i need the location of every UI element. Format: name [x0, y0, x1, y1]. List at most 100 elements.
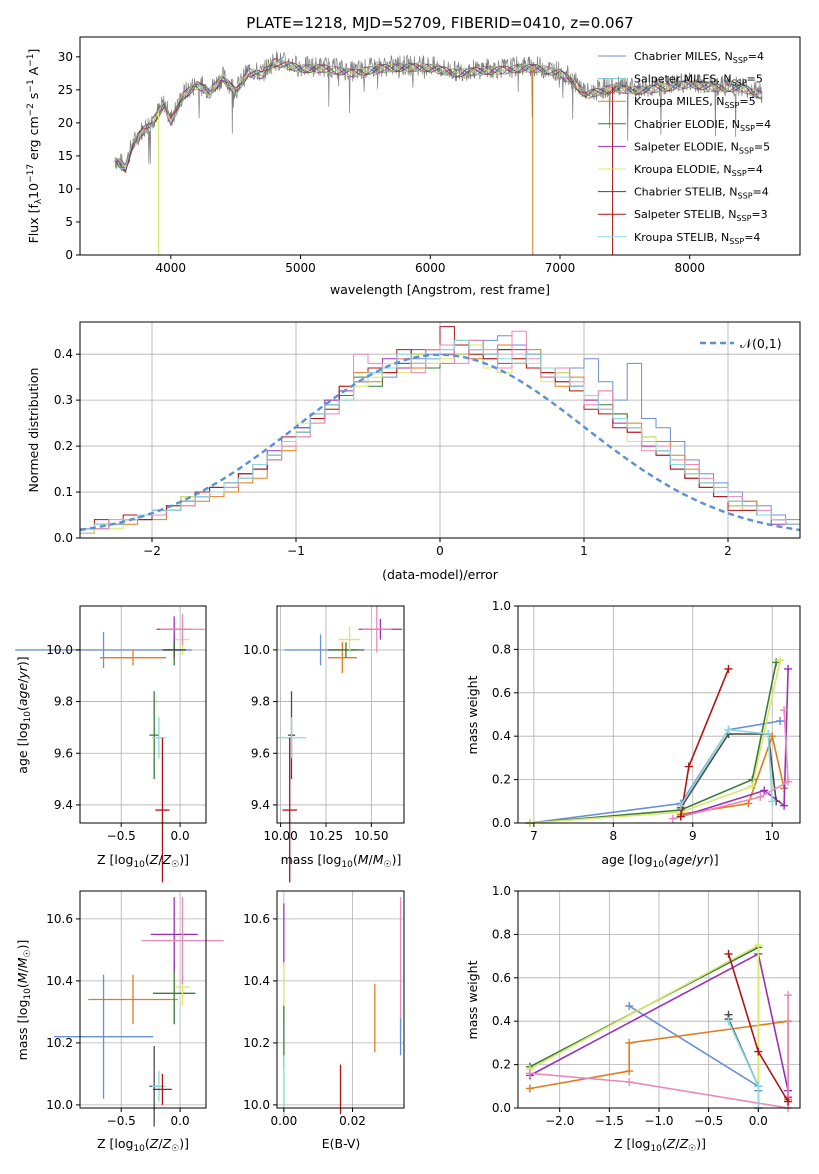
mass-ylabel: mass [log10(M/M☉)] [15, 940, 33, 1061]
y-tick-label: 0.0 [492, 816, 511, 830]
mass-weight-point-marker [724, 1017, 733, 1026]
y-tick-label: 0.2 [54, 439, 73, 453]
mass-vs-ebv-frame [276, 890, 405, 1109]
mass-weight-point-marker [625, 1002, 634, 1011]
y-tick-label: 10.6 [243, 912, 270, 926]
mass-weight-point-marker [776, 717, 785, 726]
y-tick-label: 10 [58, 182, 73, 196]
y-tick-label: 0.0 [492, 1101, 511, 1115]
x-tick-label: 5000 [285, 261, 316, 275]
legend-label: Chabrier MILES, NSSP=4 [634, 50, 764, 65]
y-tick-label: 9.6 [251, 746, 270, 760]
y-tick-label: 10.0 [243, 1098, 270, 1112]
model-spectrum-line [114, 61, 763, 172]
x-tick-label: −1.0 [644, 1114, 673, 1128]
legend-label: Kroupa STELIB, NSSP=4 [634, 231, 760, 246]
mass-weight-point-marker [724, 949, 733, 958]
mass-weight-series-line [529, 660, 781, 824]
x-tick-label: −0.5 [107, 829, 136, 843]
x-tick-label: 1 [580, 544, 588, 558]
x-tick-label: 0 [436, 544, 444, 558]
mass-weight-point-marker [784, 777, 793, 786]
mass-weight-point-marker [676, 801, 685, 810]
gaussian-legend-label: 𝒩(0,1) [740, 336, 782, 351]
mass-weight-point-marker [780, 706, 789, 715]
x-tick-label: 0.0 [171, 829, 190, 843]
y-tick-label: 0.6 [492, 971, 511, 985]
model-spectrum-line [114, 60, 763, 170]
mass-weight-vs-metallicity-xlabel: Z [log10(Z/Z☉)] [614, 1136, 706, 1154]
age-vs-mass-xlabel: mass [log10(M/M☉)] [281, 852, 402, 870]
y-tick-label: 1.0 [492, 884, 511, 898]
mass-weight-ylabel-bottom: mass weight [465, 960, 480, 1039]
mass-weight-point-marker [760, 786, 769, 795]
x-tick-label: 0.00 [271, 1114, 298, 1128]
residual-histogram-series [79, 339, 800, 538]
mass-weight-point-marker [525, 1084, 534, 1093]
y-tick-label: 10.0 [46, 643, 73, 657]
mass-weight-series-line [672, 710, 789, 820]
x-tick-label: 4000 [156, 261, 187, 275]
age-vs-metallicity-frame [79, 605, 207, 824]
y-tick-label: 0.4 [492, 729, 511, 743]
y-tick-label: 9.4 [54, 798, 73, 812]
mass-weight-series-line [529, 662, 777, 824]
y-tick-label: 10.0 [243, 643, 270, 657]
x-tick-label: 6000 [415, 261, 446, 275]
legend-label: Chabrier STELIB, NSSP=4 [634, 186, 769, 201]
legend-label: Salpeter STELIB, NSSP=3 [634, 208, 768, 223]
mass-weight-point-marker [784, 991, 793, 1000]
mass-weight-series-line [680, 733, 777, 809]
mass-weight-series-line [680, 728, 773, 807]
x-tick-label: 8000 [674, 261, 705, 275]
y-tick-label: 0.1 [54, 485, 73, 499]
x-tick-label: −1 [287, 544, 305, 558]
mass-weight-vs-age-panel: 7 8 9 10 0.0 0.2 0.4 0.6 0.8 1.0 age [log10(age/y… [465, 599, 801, 870]
x-tick-label: 8 [610, 829, 618, 843]
mass-weight-point-marker [768, 797, 777, 806]
mass-weight-point-marker [625, 1067, 634, 1076]
mass-weight-point-marker [756, 792, 765, 801]
model-spectrum-line [114, 57, 763, 166]
y-tick-label: 10.4 [243, 974, 270, 988]
mass-weight-point-marker [754, 941, 763, 950]
mass-weight-point-marker [724, 725, 733, 734]
mass-weight-point-marker [668, 814, 677, 823]
y-tick-label: 1.0 [492, 599, 511, 613]
y-tick-label: 30 [58, 50, 73, 64]
mass-weight-point-marker [676, 812, 685, 821]
age-vs-metallicity-panel: −0.5 0.0 9.4 9.6 9.8 10.0 Z [log10(Z/Z☉)] age… [15, 605, 207, 883]
histogram-xlabel: (data-model)/error [382, 567, 499, 582]
y-tick-label: 0.8 [492, 642, 511, 656]
legend-label: Kroupa ELODIE, NSSP=4 [634, 163, 763, 178]
y-tick-label: 0.8 [492, 927, 511, 941]
model-spectrum-line [114, 58, 763, 166]
mass-weight-ylabel-top: mass weight [465, 675, 480, 754]
mass-weight-point-marker [748, 782, 757, 791]
mass-weight-vs-metallicity-panel: −2.0 −1.5 −1.0 −0.5 0.0 0.0 0.2 0.4 0.6 0.8 1.0 Z … [465, 884, 801, 1154]
x-tick-label: 0.02 [339, 1114, 366, 1128]
y-tick-label: 0.3 [54, 393, 73, 407]
x-tick-label: 7000 [545, 261, 576, 275]
y-tick-label: 10.2 [46, 1036, 73, 1050]
y-tick-label: 0 [65, 248, 73, 262]
x-tick-label: −2.0 [545, 1114, 574, 1128]
mass-vs-metallicity-frame [79, 890, 207, 1109]
x-tick-label: 0.0 [749, 1114, 768, 1128]
spectrum-panel: PLATE=1218, MJD=52709, FIBERID=0410, z=0… [26, 14, 801, 297]
y-tick-label: 9.8 [251, 695, 270, 709]
age-vs-mass-frame [276, 605, 405, 824]
residual-histogram-panel: −2 −1 0 1 2 0.0 0.1 0.2 0.3 0.4 (data-model)/erro… [26, 321, 801, 582]
y-tick-label: 5 [65, 215, 73, 229]
x-tick-label: 10.50 [354, 829, 388, 843]
age-vs-mass-panel: 10.00 10.25 10.50 9.4 9.6 9.8 10.0 mass [log10… [243, 605, 405, 883]
age-vs-metallicity-xlabel: Z [log10(Z/Z☉)] [97, 852, 189, 870]
mass-weight-vs-age-frame [517, 605, 801, 824]
spectrum-axes-frame [79, 36, 801, 256]
x-tick-label: 10.25 [309, 829, 343, 843]
spectrum-title: PLATE=1218, MJD=52709, FIBERID=0410, z=0… [246, 14, 633, 32]
mass-weight-point-marker [754, 1047, 763, 1056]
y-tick-label: 0.4 [54, 347, 73, 361]
x-tick-label: −0.5 [107, 1114, 136, 1128]
